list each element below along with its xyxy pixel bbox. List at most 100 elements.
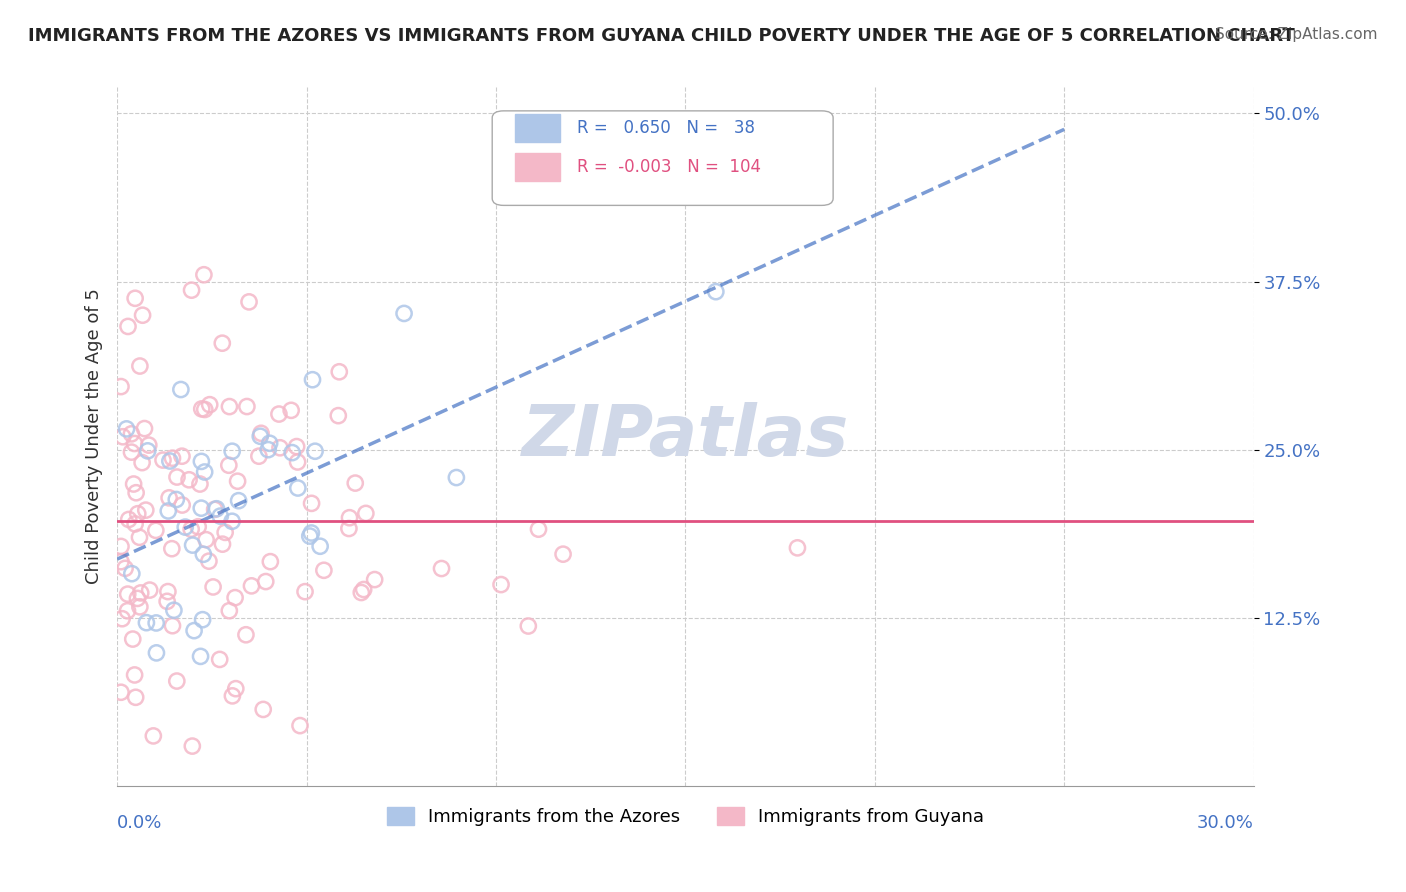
Bar [515, 153, 561, 181]
Point [195, 533, 218, 547]
Point [224, 591, 246, 605]
Point [163, 603, 186, 617]
Point [180, 522, 202, 536]
Point [202, 580, 225, 594]
Point [145, 524, 167, 538]
Point [188, 477, 211, 491]
Point [131, 456, 153, 470]
Point [135, 615, 157, 630]
Point [221, 689, 243, 703]
Point [430, 561, 453, 575]
Point [191, 613, 214, 627]
Point [240, 579, 263, 593]
Point [145, 646, 167, 660]
Point [281, 445, 304, 459]
Point [392, 306, 415, 320]
Point [180, 283, 202, 297]
Point [221, 514, 243, 528]
Text: 30.0%: 30.0% [1197, 814, 1254, 832]
Point [117, 587, 139, 601]
Text: IMMIGRANTS FROM THE AZORES VS IMMIGRANTS FROM GUYANA CHILD POVERTY UNDER THE AGE: IMMIGRANTS FROM THE AZORES VS IMMIGRANTS… [28, 27, 1295, 45]
Point [489, 577, 512, 591]
Point [121, 566, 143, 581]
Point [190, 454, 212, 468]
Point [285, 440, 308, 454]
Point [280, 403, 302, 417]
Point [221, 444, 243, 458]
Point [135, 503, 157, 517]
Point [160, 541, 183, 556]
Point [166, 470, 188, 484]
Point [157, 504, 180, 518]
Point [165, 492, 187, 507]
Point [517, 619, 540, 633]
Point [527, 522, 550, 536]
Point [124, 668, 146, 682]
Point [190, 501, 212, 516]
Point [226, 474, 249, 488]
Point [194, 402, 217, 417]
Point [156, 584, 179, 599]
Point [205, 501, 228, 516]
Text: R =   0.650   N =   38: R = 0.650 N = 38 [578, 120, 755, 137]
Bar [515, 114, 561, 143]
Text: Source: ZipAtlas.com: Source: ZipAtlas.com [1215, 27, 1378, 42]
Point [304, 444, 326, 458]
Point [170, 449, 193, 463]
Text: R =  -0.003   N =  104: R = -0.003 N = 104 [578, 158, 762, 176]
Point [162, 451, 184, 466]
Point [218, 604, 240, 618]
Point [312, 563, 335, 577]
Point [134, 421, 156, 435]
Text: ZIPatlas: ZIPatlas [522, 402, 849, 471]
Point [214, 525, 236, 540]
Point [129, 586, 152, 600]
Point [111, 612, 134, 626]
Point [194, 465, 217, 479]
Point [110, 379, 132, 393]
Point [218, 400, 240, 414]
Point [247, 449, 270, 463]
Point [118, 512, 141, 526]
Point [114, 561, 136, 575]
Point [181, 538, 204, 552]
Legend: Immigrants from the Azores, Immigrants from Guyana: Immigrants from the Azores, Immigrants f… [380, 799, 991, 833]
Point [225, 681, 247, 696]
Point [238, 294, 260, 309]
Point [162, 618, 184, 632]
Point [198, 398, 221, 412]
Point [328, 365, 350, 379]
Point [301, 373, 323, 387]
Point [121, 632, 143, 646]
Point [156, 594, 179, 608]
Point [190, 401, 212, 416]
Point [157, 491, 180, 505]
Point [121, 445, 143, 459]
Point [267, 407, 290, 421]
Point [190, 649, 212, 664]
Point [193, 547, 215, 561]
FancyBboxPatch shape [492, 111, 834, 205]
Point [117, 604, 139, 618]
Point [337, 521, 360, 535]
Point [354, 507, 377, 521]
Point [250, 426, 273, 441]
Point [236, 400, 259, 414]
Y-axis label: Child Poverty Under the Age of 5: Child Poverty Under the Age of 5 [86, 288, 103, 584]
Text: 0.0%: 0.0% [117, 814, 163, 832]
Point [125, 690, 148, 705]
Point [446, 470, 468, 484]
Point [110, 685, 132, 699]
Point [170, 383, 193, 397]
Point [193, 268, 215, 282]
Point [183, 624, 205, 638]
Point [294, 584, 316, 599]
Point [124, 291, 146, 305]
Point [166, 674, 188, 689]
Point [127, 507, 149, 521]
Point [254, 574, 277, 589]
Point [551, 547, 574, 561]
Point [235, 628, 257, 642]
Point [228, 493, 250, 508]
Point [208, 652, 231, 666]
